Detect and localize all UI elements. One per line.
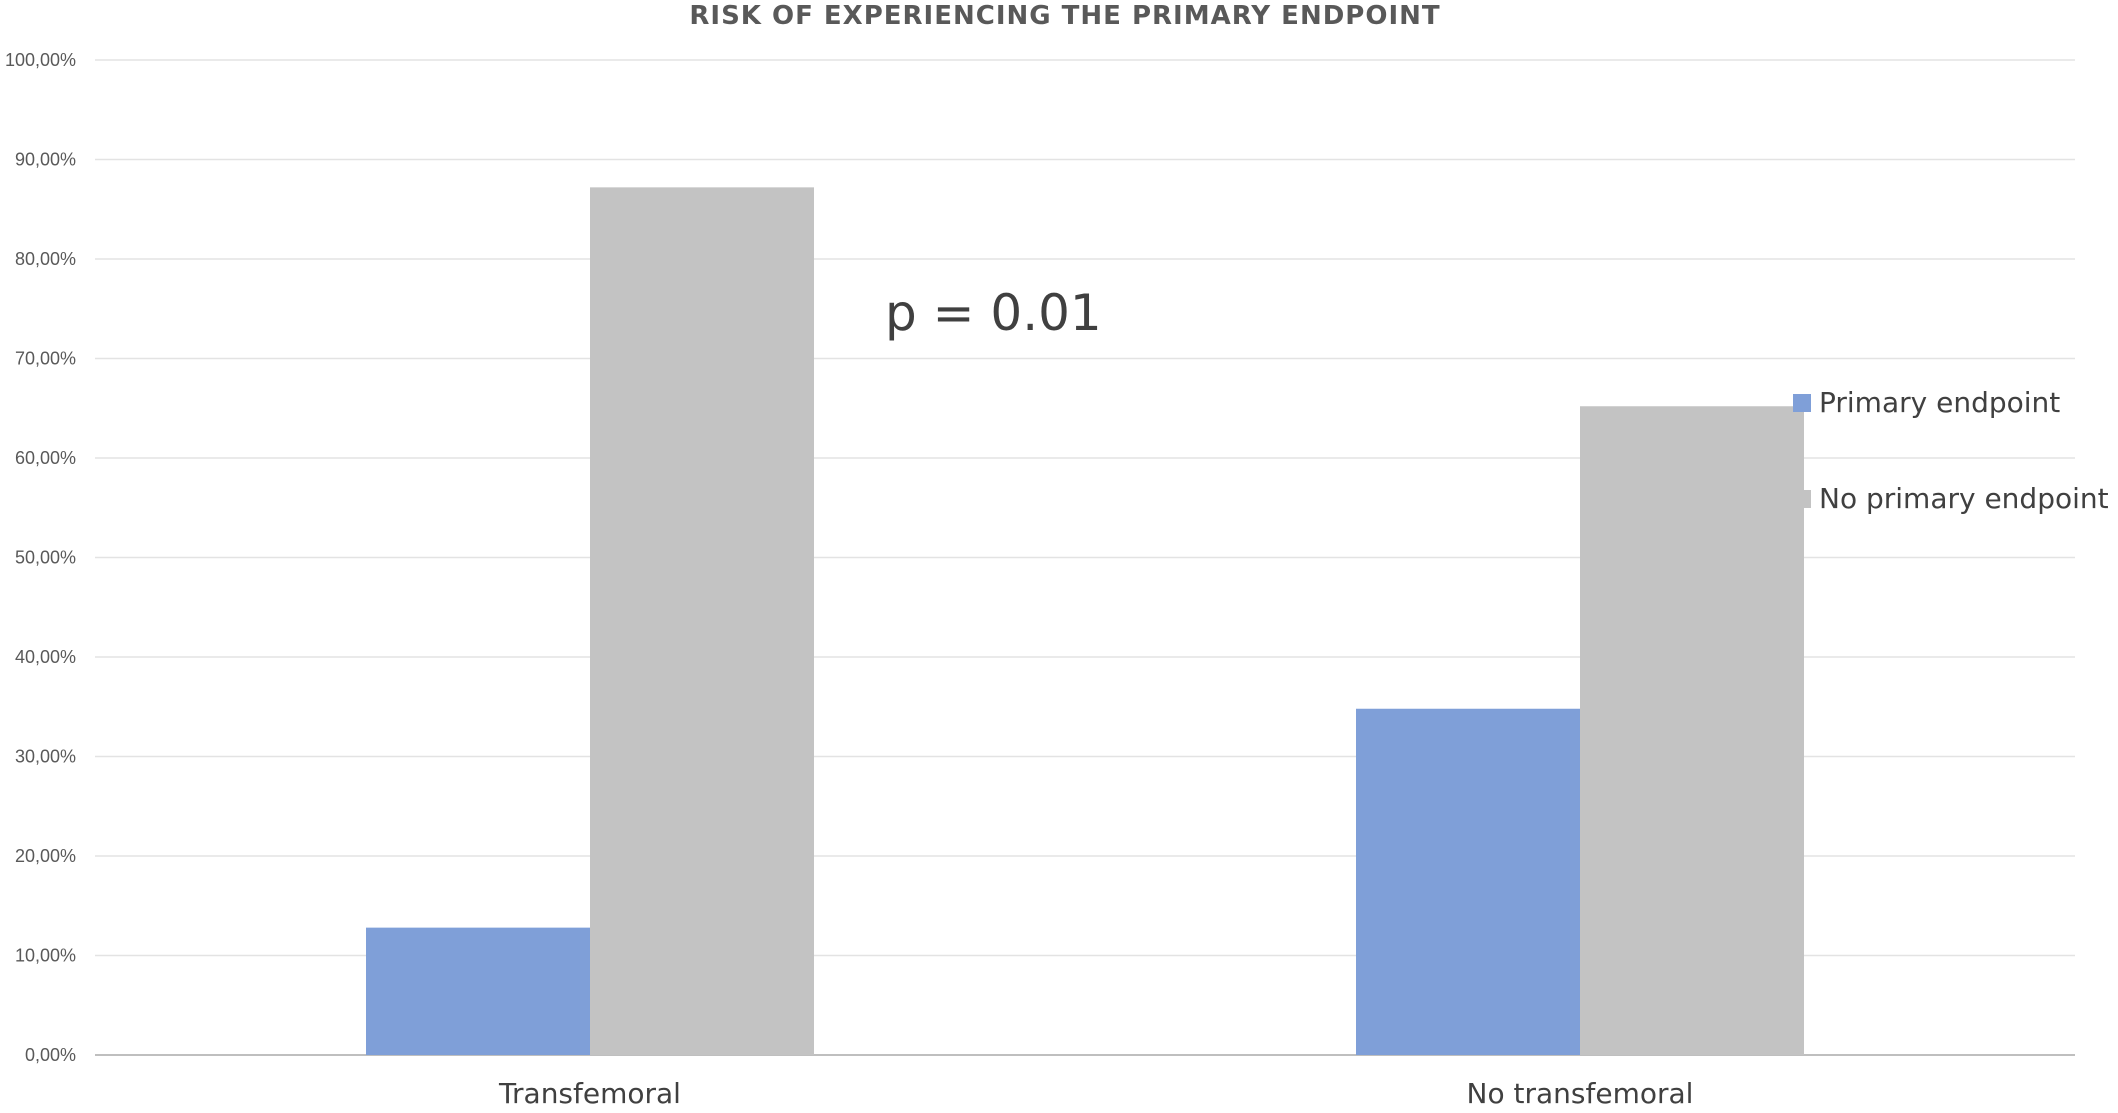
y-tick-label: 100,00% <box>5 50 76 70</box>
legend-label: Primary endpoint <box>1819 386 2060 419</box>
chart-title: RISK OF EXPERIENCING THE PRIMARY ENDPOIN… <box>689 1 1440 31</box>
y-axis: 0,00% 10,00% 20,00% 30,00% 40,00% 50,00% 60,00… <box>5 50 76 1065</box>
bar-primary-endpoint-transfemoral <box>366 927 590 1055</box>
bar-no-primary-endpoint-transfemoral <box>590 187 814 1056</box>
x-axis: Transfemoral No transfemoral <box>498 1077 1693 1110</box>
y-tick-label: 40,00% <box>15 647 76 667</box>
y-tick-label: 30,00% <box>15 747 76 767</box>
legend-swatch <box>1793 394 1811 412</box>
y-tick-label: 20,00% <box>15 846 76 866</box>
y-tick-label: 70,00% <box>15 349 76 369</box>
x-tick-label: Transfemoral <box>498 1077 681 1110</box>
y-tick-label: 50,00% <box>15 548 76 568</box>
x-tick-label: No transfemoral <box>1467 1077 1694 1110</box>
p-value-annotation: p = 0.01 <box>885 284 1102 342</box>
y-tick-label: 80,00% <box>15 249 76 269</box>
y-tick-label: 60,00% <box>15 448 76 468</box>
legend-label: No primary endpoint <box>1819 482 2109 515</box>
y-tick-label: 90,00% <box>15 150 76 170</box>
y-tick-label: 10,00% <box>15 946 76 966</box>
y-tick-label: 0,00% <box>25 1045 76 1065</box>
bar-primary-endpoint-no-transfemoral <box>1356 708 1580 1055</box>
bars <box>366 187 1804 1056</box>
legend: Primary endpoint No primary endpoint <box>1793 386 2109 515</box>
bar-no-primary-endpoint-no-transfemoral <box>1580 406 1804 1055</box>
legend-swatch <box>1793 490 1811 508</box>
